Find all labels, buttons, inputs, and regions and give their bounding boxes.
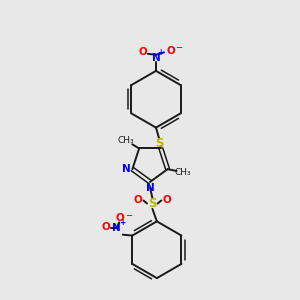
- Text: O: O: [167, 46, 175, 56]
- Text: O: O: [133, 196, 142, 206]
- Text: O: O: [116, 213, 125, 223]
- Text: +: +: [119, 218, 125, 227]
- Text: N: N: [146, 183, 155, 193]
- Text: −: −: [125, 211, 132, 220]
- Text: N: N: [112, 223, 121, 233]
- Text: −: −: [176, 43, 182, 52]
- Text: CH₃: CH₃: [175, 168, 191, 177]
- Text: N: N: [122, 164, 131, 174]
- Text: S: S: [155, 136, 163, 150]
- Text: O: O: [101, 222, 110, 232]
- Text: CH₃: CH₃: [117, 136, 134, 145]
- Text: O: O: [163, 196, 172, 206]
- Text: O: O: [138, 47, 147, 57]
- Text: S: S: [148, 197, 157, 210]
- Text: +: +: [157, 48, 164, 57]
- Text: N: N: [152, 53, 160, 63]
